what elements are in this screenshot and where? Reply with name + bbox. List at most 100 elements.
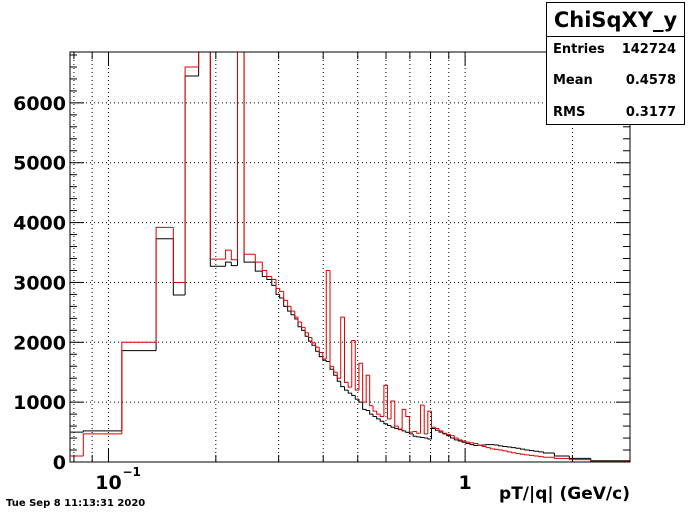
- histogram-bin: [290, 311, 295, 316]
- histogram-bin: [329, 270, 334, 367]
- histogram-bin: [261, 262, 267, 271]
- histogram-bin: [416, 431, 421, 434]
- histogram-bin: [121, 341, 157, 434]
- histogram-bin: [431, 411, 436, 428]
- histogram-bin: [121, 350, 157, 431]
- histogram-bin: [405, 409, 410, 418]
- histogram-bin: [449, 435, 455, 439]
- histogram-bin: [266, 276, 272, 280]
- histogram-bin: [351, 339, 356, 388]
- histogram-bin: [469, 443, 474, 446]
- histogram-bin: [322, 352, 327, 360]
- histogram-bin: [376, 416, 381, 420]
- histogram-bin: [297, 318, 302, 328]
- histogram-bin: [423, 437, 428, 439]
- histogram-bin: [506, 450, 512, 453]
- histogram-bin: [453, 438, 459, 441]
- histogram-bin: [333, 366, 338, 373]
- histogram-bin: [481, 445, 487, 447]
- histogram-bin: [336, 372, 341, 379]
- histogram-bin: [254, 262, 263, 272]
- histogram-bin: [420, 436, 425, 438]
- histogram-bin: [515, 447, 521, 449]
- histogram-series: [69, 51, 631, 462]
- histogram-bin: [390, 400, 395, 419]
- histogram-bin: [524, 454, 530, 456]
- histogram-bin: [431, 427, 436, 439]
- histogram-bin: [343, 386, 349, 391]
- histogram-bin: [538, 451, 544, 453]
- histogram-bin: [477, 443, 483, 446]
- histogram-bin: [519, 453, 525, 455]
- histogram-bin: [184, 75, 199, 296]
- histogram-bin: [379, 414, 384, 418]
- histogram-bin: [553, 457, 570, 459]
- histogram-bin: [261, 271, 267, 277]
- histogram-bin: [442, 430, 447, 434]
- axes: [69, 51, 631, 463]
- series-red: [69, 51, 631, 462]
- histogram-bin: [538, 456, 544, 458]
- histogram-bin: [279, 294, 284, 299]
- histogram-bin: [275, 285, 280, 295]
- histogram-bin: [362, 363, 367, 403]
- histogram-bin: [453, 435, 459, 439]
- histogram-bin: [543, 456, 555, 458]
- histogram-bin: [325, 269, 331, 360]
- histogram-bin: [315, 342, 320, 348]
- x-axis-title: pT/|q| (GeV/c): [499, 484, 630, 504]
- histogram-bin: [271, 276, 277, 280]
- entries-label: Entries: [553, 42, 605, 57]
- histogram-bin: [498, 449, 503, 451]
- histogram-bin: [369, 375, 374, 407]
- grid-lines: [70, 52, 630, 462]
- histogram-bin: [340, 316, 345, 379]
- histogram-bin: [243, 52, 256, 263]
- histogram-bin: [82, 433, 122, 457]
- histogram-bin: [387, 423, 392, 426]
- histogram-bin: [379, 418, 384, 422]
- histogram-bin: [372, 414, 377, 418]
- histogram-bin: [529, 454, 535, 456]
- mean-label: Mean: [553, 73, 593, 88]
- y-tick-label: 4000: [13, 213, 66, 235]
- histogram-bin: [473, 442, 479, 444]
- histogram-bin: [590, 459, 630, 462]
- histogram-bin: [172, 238, 186, 296]
- x-tick-label: 1: [458, 472, 471, 494]
- histogram-bin: [315, 345, 320, 352]
- histogram-bin: [354, 340, 359, 391]
- histogram-bin: [383, 384, 388, 417]
- histogram-bin: [279, 288, 284, 292]
- histogram-bin: [198, 51, 211, 76]
- stats-mean-row: Mean 0.4578: [553, 71, 676, 91]
- histogram-bin: [358, 399, 363, 403]
- histogram-bin: [446, 433, 451, 435]
- histogram-bin: [502, 445, 508, 447]
- mean-value: 0.4578: [625, 73, 676, 88]
- histogram-bin: [297, 317, 302, 323]
- histogram-bin: [351, 393, 356, 397]
- histogram-bin: [184, 66, 199, 283]
- histogram-bin: [230, 250, 238, 261]
- histogram-bin: [511, 447, 516, 449]
- histogram-bin: [408, 416, 414, 433]
- histogram-bin: [283, 298, 288, 307]
- histogram-bin: [172, 227, 186, 283]
- histogram-bin: [427, 438, 432, 440]
- histogram-bin: [347, 382, 352, 388]
- histogram-bin: [155, 238, 174, 351]
- histogram-bin: [449, 434, 455, 437]
- histogram-bin: [511, 451, 516, 454]
- histogram-bin: [412, 433, 417, 437]
- histogram-bin: [568, 458, 591, 461]
- histogram-bin: [358, 362, 363, 391]
- histogram-bin: [390, 425, 395, 428]
- histogram-bin: [294, 311, 299, 318]
- histogram-bin: [489, 447, 495, 450]
- histogram-bin: [301, 321, 306, 328]
- histogram-bin: [301, 326, 306, 331]
- histogram-bin: [533, 450, 539, 452]
- histogram-bin: [365, 374, 370, 403]
